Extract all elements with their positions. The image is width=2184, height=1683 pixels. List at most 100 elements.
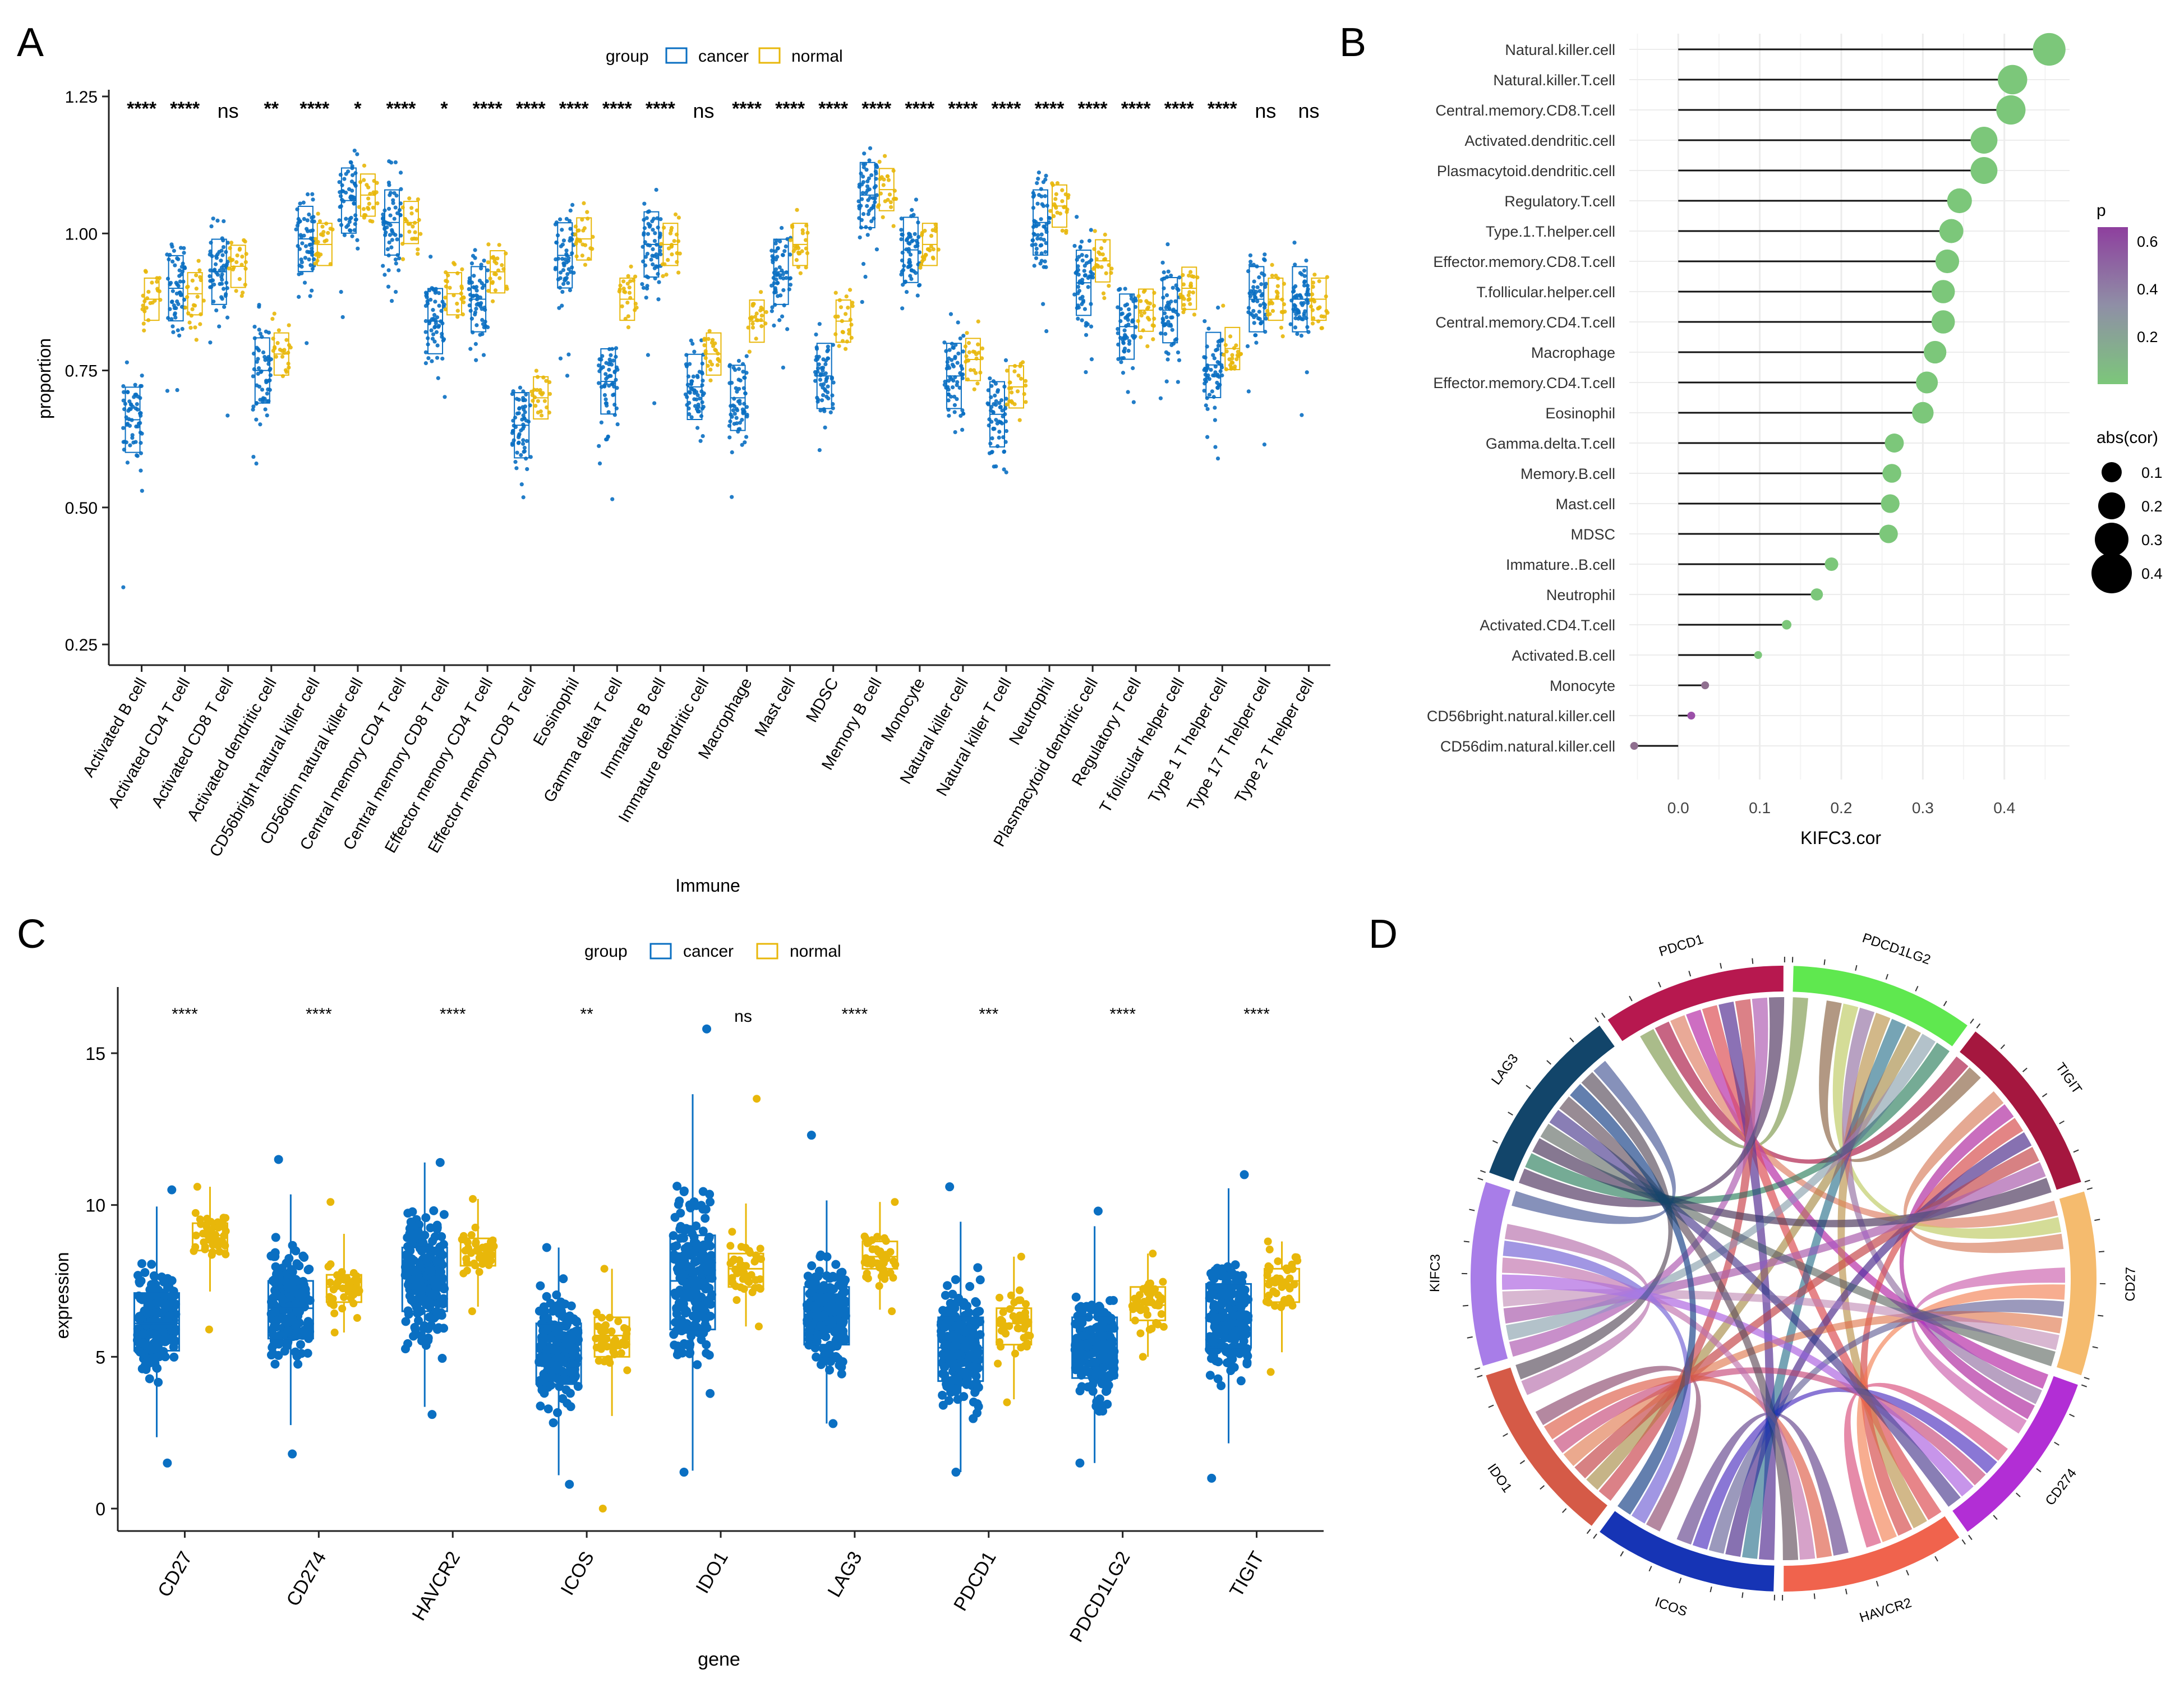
point-a-cancer bbox=[310, 192, 315, 196]
xtick-a-label: Type 2 T helper cell bbox=[1232, 675, 1318, 806]
point-c-normal bbox=[326, 1198, 335, 1206]
point-c-cancer bbox=[283, 1337, 293, 1347]
point-a-cancer bbox=[1293, 294, 1298, 298]
significance-a: **** bbox=[170, 98, 200, 119]
box-c-normal-rect bbox=[861, 1241, 899, 1270]
point-c-cancer bbox=[545, 1357, 555, 1366]
point-c-cancer bbox=[975, 1275, 985, 1285]
significance-a: **** bbox=[646, 98, 676, 119]
point-a-cancer bbox=[121, 398, 126, 403]
point-a-cancer bbox=[1037, 193, 1042, 197]
point-c-cancer bbox=[427, 1410, 437, 1419]
point-c-cancer bbox=[830, 1272, 839, 1282]
point-a-normal bbox=[707, 329, 712, 333]
point-a-normal bbox=[1227, 357, 1232, 362]
point-a-cancer bbox=[770, 283, 774, 288]
point-a-cancer bbox=[480, 281, 484, 285]
point-c-cancer bbox=[557, 1366, 567, 1376]
point-c-cancer bbox=[686, 1266, 695, 1275]
point-a-cancer bbox=[865, 188, 870, 192]
point-a-normal bbox=[486, 242, 491, 247]
point-a-cancer bbox=[208, 340, 213, 345]
point-a-cancer bbox=[1040, 202, 1044, 206]
point-a-normal bbox=[195, 294, 200, 299]
point-a-cancer bbox=[510, 391, 515, 396]
point-a-cancer bbox=[1127, 307, 1131, 312]
point-a-cancer bbox=[656, 271, 660, 276]
box-a-cancer bbox=[770, 225, 793, 370]
point-a-normal bbox=[669, 228, 674, 233]
point-a-cancer bbox=[1034, 246, 1039, 251]
point-a-cancer bbox=[393, 257, 398, 262]
point-a-normal bbox=[532, 388, 537, 392]
point-a-cancer bbox=[1304, 292, 1308, 297]
point-a-cancer bbox=[1166, 269, 1171, 274]
point-a-normal bbox=[1224, 349, 1229, 354]
point-a-normal bbox=[703, 356, 708, 360]
point-a-cancer bbox=[300, 264, 304, 269]
point-a-cancer bbox=[1164, 305, 1168, 310]
point-c-cancer bbox=[825, 1349, 835, 1359]
point-a-cancer bbox=[303, 256, 307, 260]
point-a-cancer bbox=[395, 237, 399, 242]
point-a-cancer bbox=[1003, 358, 1008, 362]
significance-a: **** bbox=[386, 98, 416, 119]
point-c-normal bbox=[886, 1269, 895, 1277]
point-c-cancer bbox=[938, 1400, 948, 1410]
point-a-cancer bbox=[1127, 339, 1132, 343]
point-c-normal bbox=[607, 1343, 616, 1351]
point-a-cancer bbox=[514, 466, 519, 471]
point-a-cancer bbox=[999, 398, 1004, 403]
point-c-cancer bbox=[569, 1375, 578, 1384]
point-a-normal bbox=[845, 339, 849, 344]
point-a-cancer bbox=[133, 382, 137, 387]
point-a-cancer bbox=[1245, 344, 1250, 348]
point-c-cancer bbox=[961, 1311, 971, 1321]
point-a-cancer bbox=[1034, 251, 1039, 255]
point-c-normal bbox=[600, 1265, 609, 1273]
point-a-cancer bbox=[521, 395, 526, 400]
point-c-cancer bbox=[1105, 1332, 1115, 1341]
point-a-cancer bbox=[1034, 256, 1039, 260]
point-a-cancer bbox=[1171, 307, 1176, 312]
point-a-cancer bbox=[953, 343, 958, 347]
point-c-cancer bbox=[425, 1298, 434, 1307]
point-c-normal bbox=[891, 1198, 899, 1206]
point-a-cancer bbox=[817, 362, 821, 367]
point-c-normal bbox=[747, 1271, 755, 1279]
xtick-a-label: Type 1 T helper cell bbox=[1145, 675, 1232, 806]
point-a-cancer bbox=[433, 299, 437, 304]
point-c-cancer bbox=[1093, 1206, 1103, 1216]
point-a-cancer bbox=[1299, 301, 1303, 306]
point-c-cancer bbox=[825, 1365, 835, 1375]
point-a-cancer bbox=[904, 289, 909, 294]
point-a-cancer bbox=[177, 268, 182, 273]
point-a-normal bbox=[1230, 353, 1234, 357]
point-c-cancer bbox=[681, 1308, 690, 1318]
point-a-cancer bbox=[344, 190, 348, 195]
point-a-cancer bbox=[649, 257, 653, 262]
point-a-normal bbox=[460, 267, 464, 271]
point-a-cancer bbox=[426, 356, 431, 361]
point-a-cancer bbox=[777, 318, 782, 322]
box-a-cancer bbox=[1288, 240, 1311, 417]
ytick-b-label: Regulatory.T.cell bbox=[1504, 193, 1615, 210]
ytick-b-label: MDSC bbox=[1571, 526, 1616, 543]
point-a-cancer bbox=[1033, 242, 1038, 247]
point-a-cancer bbox=[560, 303, 564, 308]
point-a-cancer bbox=[658, 217, 663, 222]
point-a-cancer bbox=[558, 356, 563, 361]
point-a-cancer bbox=[1262, 442, 1267, 447]
ytick-a-label: 0.75 bbox=[65, 362, 98, 381]
point-a-normal bbox=[625, 300, 630, 305]
point-a-normal bbox=[192, 303, 197, 308]
point-c-cancer bbox=[140, 1268, 150, 1278]
point-c-cancer bbox=[698, 1187, 708, 1196]
point-c-cancer bbox=[1097, 1354, 1107, 1363]
point-c-cancer bbox=[269, 1275, 279, 1285]
point-a-cancer bbox=[821, 393, 826, 398]
point-a-cancer bbox=[389, 298, 394, 303]
point-c-cancer bbox=[957, 1358, 967, 1367]
point-c-cancer bbox=[544, 1345, 554, 1354]
point-a-cancer bbox=[214, 256, 219, 260]
